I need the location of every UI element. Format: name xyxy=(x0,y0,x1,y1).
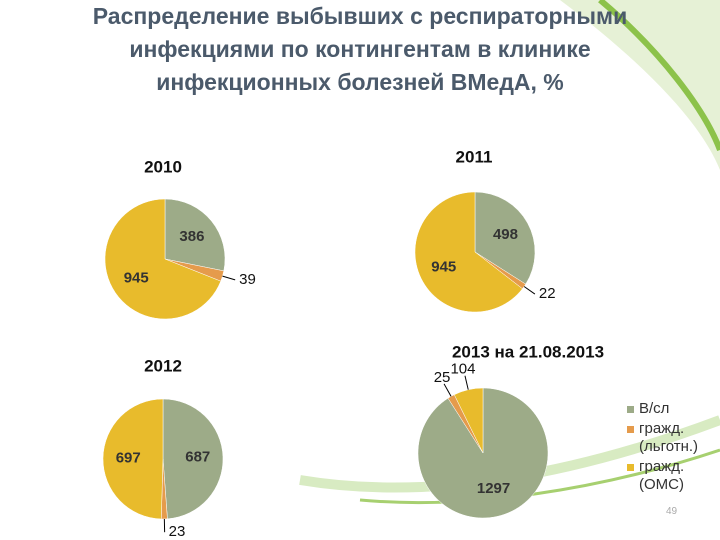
chart-title: 2010 xyxy=(144,157,182,176)
legend-label: гражд. (ОМС) xyxy=(639,458,685,493)
chart-title: 2012 xyxy=(144,356,182,375)
legend-swatch xyxy=(627,406,634,413)
pie-slice xyxy=(453,387,484,454)
decoration xyxy=(598,0,720,152)
value-label: 1297 xyxy=(477,480,510,497)
legend: В/сл гражд. (льготн.) гражд. (ОМС) xyxy=(625,400,717,496)
value-label: 25 xyxy=(434,369,451,386)
legend-item: гражд. (ОМС) xyxy=(625,458,717,494)
chart-title: 2013 на 21.08.2013 xyxy=(452,342,604,361)
pie-slice xyxy=(414,191,523,313)
value-label: 687 xyxy=(185,449,210,466)
leader-line xyxy=(464,375,469,390)
pie-slice xyxy=(164,198,226,272)
pie-slice xyxy=(474,191,536,285)
chart-title: 2011 xyxy=(456,147,493,166)
value-label: 386 xyxy=(179,228,204,245)
decoration xyxy=(560,0,720,170)
legend-swatch xyxy=(627,426,634,433)
pie-slice xyxy=(162,398,224,520)
legend-item: гражд. (льготн.) xyxy=(625,420,717,456)
value-label: 39 xyxy=(239,271,256,288)
value-label: 22 xyxy=(539,285,556,302)
decoration xyxy=(359,448,720,505)
value-label: 23 xyxy=(169,523,186,540)
pie-slice xyxy=(102,398,164,520)
leader-line xyxy=(523,286,536,295)
leader-line xyxy=(443,383,452,397)
pie-slice xyxy=(104,198,222,320)
value-label: 945 xyxy=(431,258,456,275)
value-label: 945 xyxy=(124,270,149,287)
slide-title: Распределение выбывших с респираторными … xyxy=(92,3,628,95)
legend-label: гражд. (льготн.) xyxy=(639,420,699,455)
legend-swatch xyxy=(627,464,634,471)
legend-item: В/сл xyxy=(625,400,717,418)
legend-label: В/сл xyxy=(639,400,670,417)
leader-line xyxy=(222,275,236,281)
value-label: 498 xyxy=(493,226,518,243)
value-label: 104 xyxy=(450,361,475,378)
value-label: 697 xyxy=(116,449,141,466)
page-number: 49 xyxy=(666,506,678,517)
